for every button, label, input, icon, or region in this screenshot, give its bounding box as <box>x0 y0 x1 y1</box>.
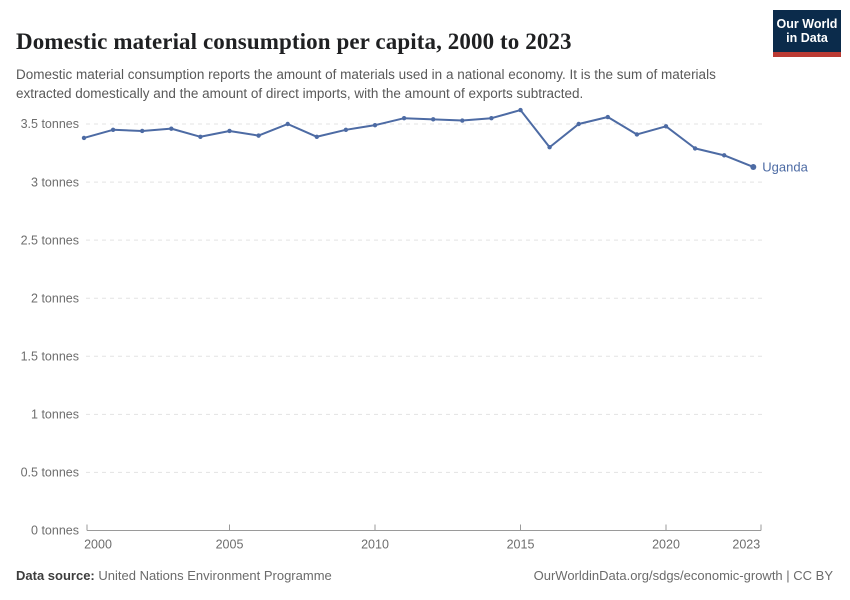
data-source-label: Data source: <box>16 568 95 583</box>
data-point[interactable] <box>489 115 494 121</box>
y-axis-label: 1 tonnes <box>31 408 79 422</box>
data-point[interactable] <box>343 127 349 133</box>
x-axis-label: 2015 <box>507 538 535 552</box>
y-axis-label: 3.5 tonnes <box>21 117 79 131</box>
data-point[interactable] <box>198 134 203 139</box>
x-axis-label: 2010 <box>361 538 389 552</box>
x-axis-label: 2023 <box>732 538 760 552</box>
data-point[interactable] <box>169 126 174 131</box>
data-point[interactable] <box>401 115 407 121</box>
uganda-line[interactable] <box>83 109 755 168</box>
x-axis-label: 2020 <box>652 538 680 552</box>
data-point[interactable] <box>227 128 232 134</box>
owid-logo[interactable]: Our World in Data <box>773 10 841 57</box>
data-point[interactable] <box>372 122 378 128</box>
data-point[interactable] <box>750 163 757 170</box>
x-axis-label: 2005 <box>216 538 244 552</box>
y-axis-label: 0.5 tonnes <box>21 466 79 480</box>
data-point[interactable] <box>140 128 145 134</box>
data-point[interactable] <box>576 121 581 127</box>
data-point[interactable] <box>692 146 698 151</box>
page-title: Domestic material consumption per capita… <box>16 29 572 55</box>
chart-footer: Data source: United Nations Environment … <box>16 568 833 583</box>
x-axis-label: 2000 <box>84 538 112 552</box>
y-axis-label: 2.5 tonnes <box>21 233 79 247</box>
data-point[interactable] <box>605 114 610 120</box>
data-source: Data source: United Nations Environment … <box>16 568 332 583</box>
y-axis-label: 1.5 tonnes <box>21 349 79 363</box>
data-point[interactable] <box>81 135 87 141</box>
data-point[interactable] <box>663 124 669 129</box>
data-point[interactable] <box>314 134 319 139</box>
data-point[interactable] <box>518 107 523 113</box>
y-axis-label: 2 tonnes <box>31 291 79 305</box>
entity-label[interactable]: Uganda <box>762 159 808 174</box>
data-point[interactable] <box>285 121 290 127</box>
data-point[interactable] <box>431 117 436 122</box>
attribution-link[interactable]: OurWorldinData.org/sdgs/economic-growth … <box>533 568 833 583</box>
y-axis-label: 3 tonnes <box>31 175 79 189</box>
data-point[interactable] <box>722 153 727 158</box>
data-source-value: United Nations Environment Programme <box>98 568 332 583</box>
data-point[interactable] <box>110 127 116 133</box>
owid-logo-line1: Our World <box>776 16 838 31</box>
data-point[interactable] <box>547 145 552 150</box>
owid-logo-line2: in Data <box>786 31 828 45</box>
chart-subtitle: Domestic material consumption reports th… <box>16 66 716 101</box>
data-point[interactable] <box>256 133 261 138</box>
data-point[interactable] <box>460 118 465 123</box>
y-axis-label: 0 tonnes <box>31 524 79 538</box>
data-point[interactable] <box>634 132 640 137</box>
